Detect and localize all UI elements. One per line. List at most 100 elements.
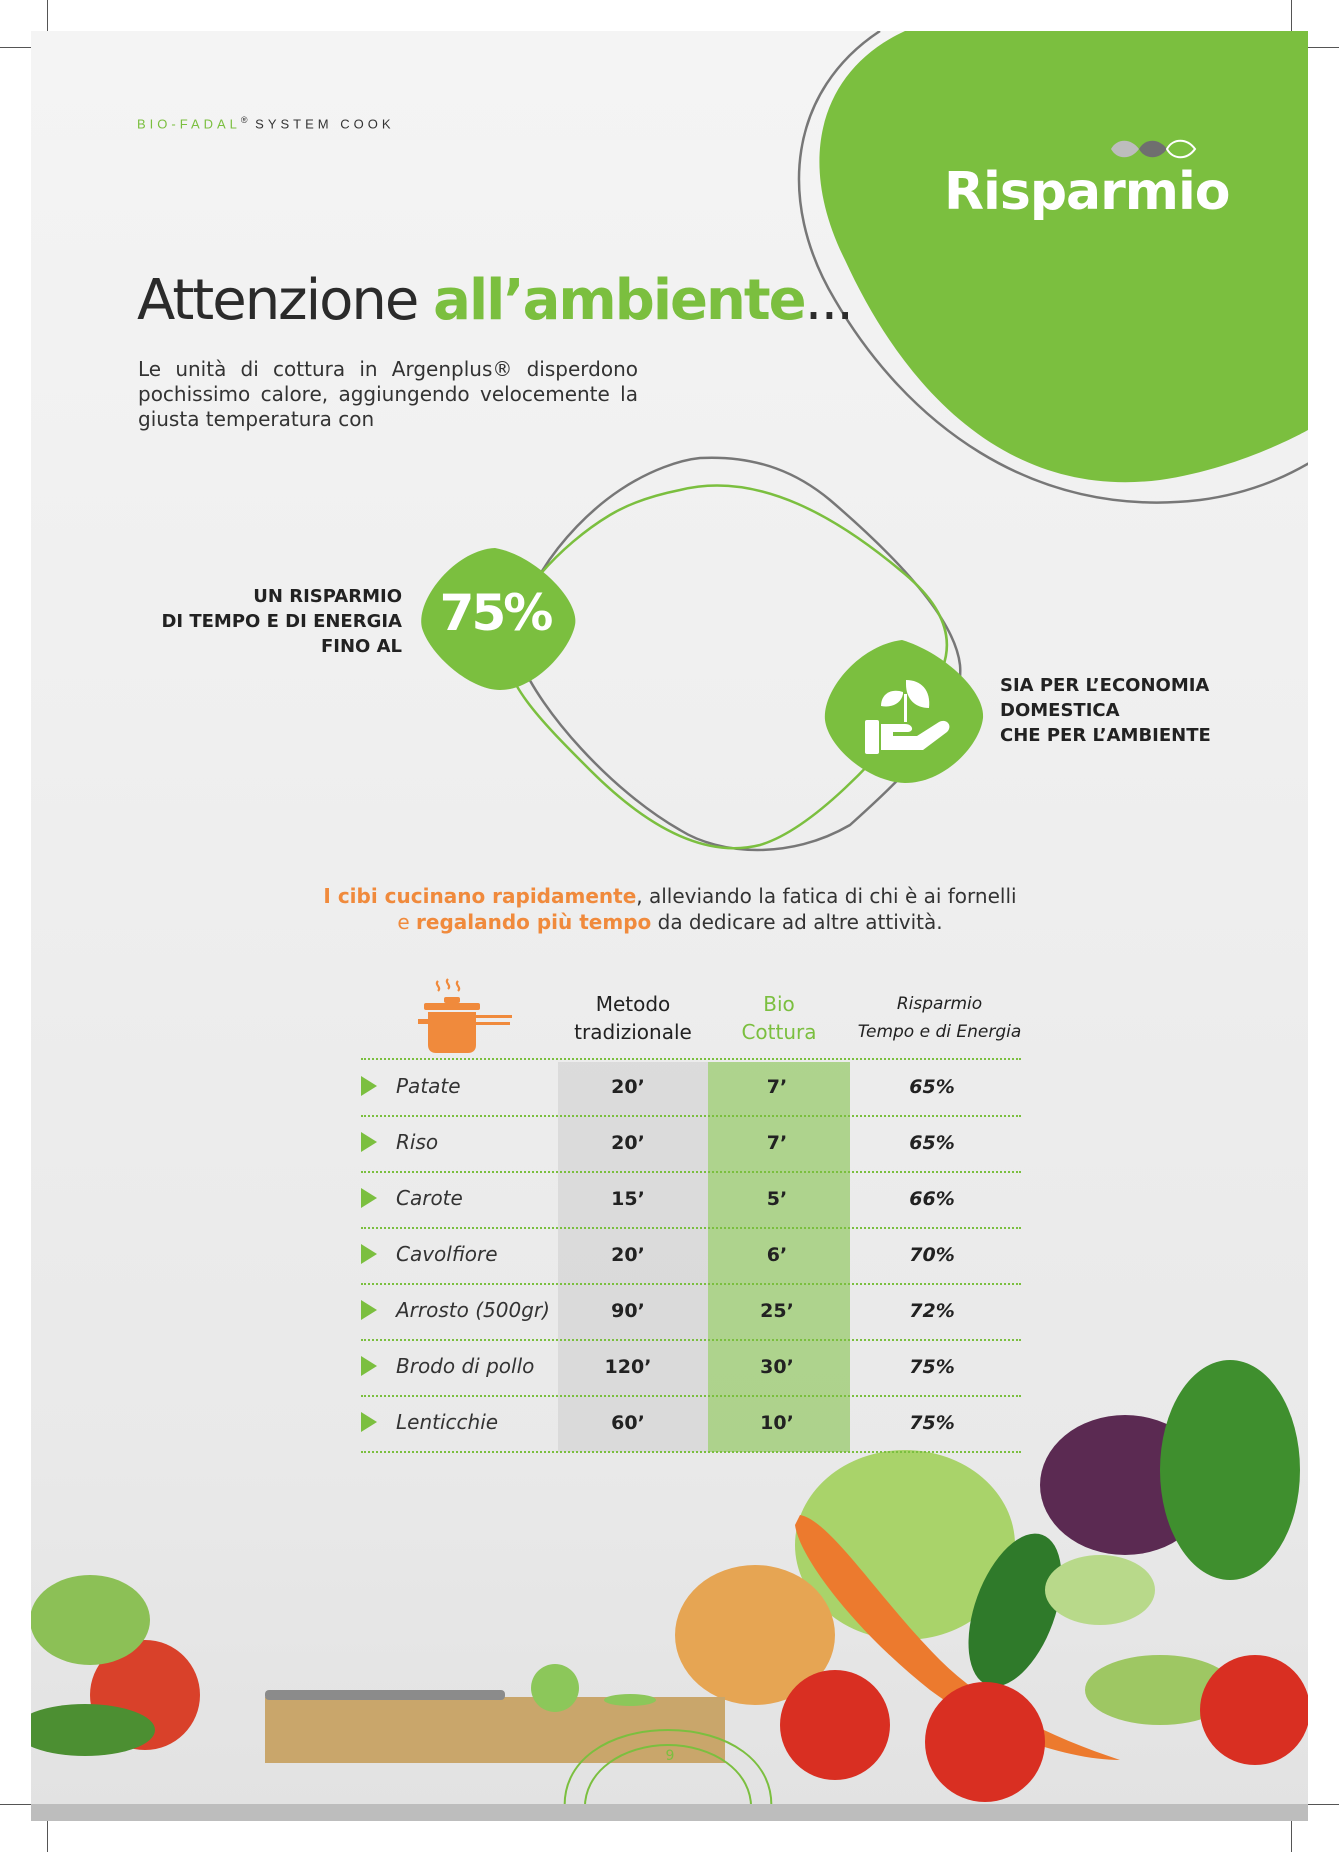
food-name: Cavolfiore <box>396 1242 498 1266</box>
row-separator <box>361 1451 1021 1453</box>
table-row: Cavolfiore 20’ 6’ 70% <box>361 1228 1021 1285</box>
header-text: Metodo <box>595 992 671 1016</box>
tagline-highlight: I cibi cucinano rapidamente <box>323 884 637 908</box>
bio-time: 25’ <box>760 1300 794 1322</box>
eco-label: SIA PER L’ECONOMIA DOMESTICA CHE PER L’A… <box>1000 673 1320 748</box>
three-leaves-icon <box>1111 139 1197 159</box>
saving-value: 75% <box>909 1412 955 1434</box>
saving-label-line: UN RISPARMIO <box>253 586 402 607</box>
crop-mark <box>0 1804 31 1805</box>
saving-value: 75% <box>909 1356 955 1378</box>
page-number: 9 <box>665 1748 675 1764</box>
header-text: Tempo e di Energia <box>857 1022 1022 1042</box>
title-part-1: Attenzione <box>137 268 434 333</box>
traditional-time: 20’ <box>611 1132 645 1154</box>
traditional-time: 15’ <box>611 1188 645 1210</box>
cooking-pot-icon <box>418 978 512 1053</box>
header-text: Cottura <box>741 1020 817 1044</box>
table-row: Brodo di pollo 120’ 30’ 75% <box>361 1340 1021 1397</box>
saving-value: 65% <box>909 1132 955 1154</box>
row-separator <box>361 1395 1021 1397</box>
row-arrow-icon <box>361 1300 377 1320</box>
row-arrow-icon <box>361 1132 377 1152</box>
bio-time: 6’ <box>766 1244 788 1266</box>
tagline: I cibi cucinano rapidamente, alleviando … <box>300 883 1040 935</box>
tagline-highlight: regalando più tempo <box>416 910 652 934</box>
row-arrow-icon <box>361 1188 377 1208</box>
row-arrow-icon <box>361 1412 377 1432</box>
saving-label: UN RISPARMIO DI TEMPO E DI ENERGIA FINO … <box>140 584 402 659</box>
brand-subtitle: SYSTEM COOK <box>247 116 395 132</box>
row-arrow-icon <box>361 1076 377 1096</box>
row-separator <box>361 1171 1021 1173</box>
saving-value: 70% <box>909 1244 955 1266</box>
food-name: Brodo di pollo <box>396 1354 535 1378</box>
title-part-3: ... <box>804 268 854 333</box>
header-text: tradizionale <box>574 1020 692 1044</box>
bio-column-background <box>708 1062 850 1452</box>
brand-name: BIO-FADAL <box>137 116 241 132</box>
header-text: Risparmio <box>896 994 983 1014</box>
tagline-line-1: I cibi cucinano rapidamente, alleviando … <box>300 883 1040 909</box>
row-separator <box>361 1115 1021 1117</box>
bio-time: 7’ <box>766 1132 788 1154</box>
bio-time: 10’ <box>760 1412 794 1434</box>
table-top-rule <box>361 1058 1021 1060</box>
row-arrow-icon <box>361 1244 377 1264</box>
bio-time: 7’ <box>766 1076 788 1098</box>
tagline-text: e <box>397 910 417 934</box>
header-traditional: Metodo tradizionale <box>558 990 708 1046</box>
header-bio: Bio Cottura <box>708 990 850 1046</box>
crop-mark <box>0 47 31 48</box>
title-part-2: all’ambiente <box>433 268 806 333</box>
tagline-line-2: e regalando più tempo da dedicare ad alt… <box>300 909 1040 935</box>
food-name: Patate <box>396 1074 461 1098</box>
table-row: Arrosto (500gr) 90’ 25’ 72% <box>361 1284 1021 1341</box>
table-row: Lenticchie 60’ 10’ 75% <box>361 1396 1021 1453</box>
brand-header: BIO-FADAL® SYSTEM COOK <box>137 115 395 131</box>
bio-time: 30’ <box>760 1356 794 1378</box>
food-name: Arrosto (500gr) <box>396 1298 550 1322</box>
eco-label-line: DOMESTICA <box>1000 700 1120 721</box>
saving-label-line: FINO AL <box>320 636 402 657</box>
intro-paragraph: Le unità di cottura in Argenplus® disper… <box>138 357 638 431</box>
traditional-time: 120’ <box>604 1356 652 1378</box>
header-saving: Risparmio Tempo e di Energia <box>852 990 1027 1046</box>
saving-label-line: DI TEMPO E DI ENERGIA <box>161 611 402 632</box>
saving-value: 72% <box>909 1300 955 1322</box>
food-name: Carote <box>396 1186 463 1210</box>
food-name: Riso <box>396 1130 439 1154</box>
traditional-time: 90’ <box>611 1300 645 1322</box>
traditional-time: 20’ <box>611 1076 645 1098</box>
row-arrow-icon <box>361 1356 377 1376</box>
registered-mark: ® <box>240 115 248 125</box>
crop-mark <box>1308 1804 1339 1805</box>
saving-value: 65% <box>909 1076 955 1098</box>
crop-mark <box>1291 1821 1292 1852</box>
eco-label-line: SIA PER L’ECONOMIA <box>1000 675 1210 696</box>
row-separator <box>361 1227 1021 1229</box>
saving-value: 66% <box>909 1188 955 1210</box>
traditional-time: 20’ <box>611 1244 645 1266</box>
row-separator <box>361 1339 1021 1341</box>
crop-mark <box>1291 0 1292 31</box>
table-row: Riso 20’ 7’ 65% <box>361 1116 1021 1173</box>
header-text: Bio <box>763 992 795 1016</box>
plant-in-hand-icon <box>865 680 950 754</box>
row-separator <box>361 1283 1021 1285</box>
table-row: Patate 20’ 7’ 65% <box>361 1060 1021 1117</box>
tagline-text: , alleviando la fatica di chi è ai forne… <box>636 884 1017 908</box>
saving-percentage: 75% <box>439 584 554 642</box>
traditional-time: 60’ <box>611 1412 645 1434</box>
crop-mark <box>1308 47 1339 48</box>
crop-mark <box>47 0 48 31</box>
bio-time: 5’ <box>766 1188 788 1210</box>
traditional-column-background <box>558 1062 708 1452</box>
eco-label-line: CHE PER L’AMBIENTE <box>1000 725 1211 746</box>
crop-mark <box>47 1821 48 1852</box>
food-name: Lenticchie <box>396 1410 499 1434</box>
page-title: Attenzione all’ambiente... <box>137 268 854 333</box>
table-row: Carote 15’ 5’ 66% <box>361 1172 1021 1229</box>
tagline-text: da dedicare ad altre attività. <box>651 910 943 934</box>
